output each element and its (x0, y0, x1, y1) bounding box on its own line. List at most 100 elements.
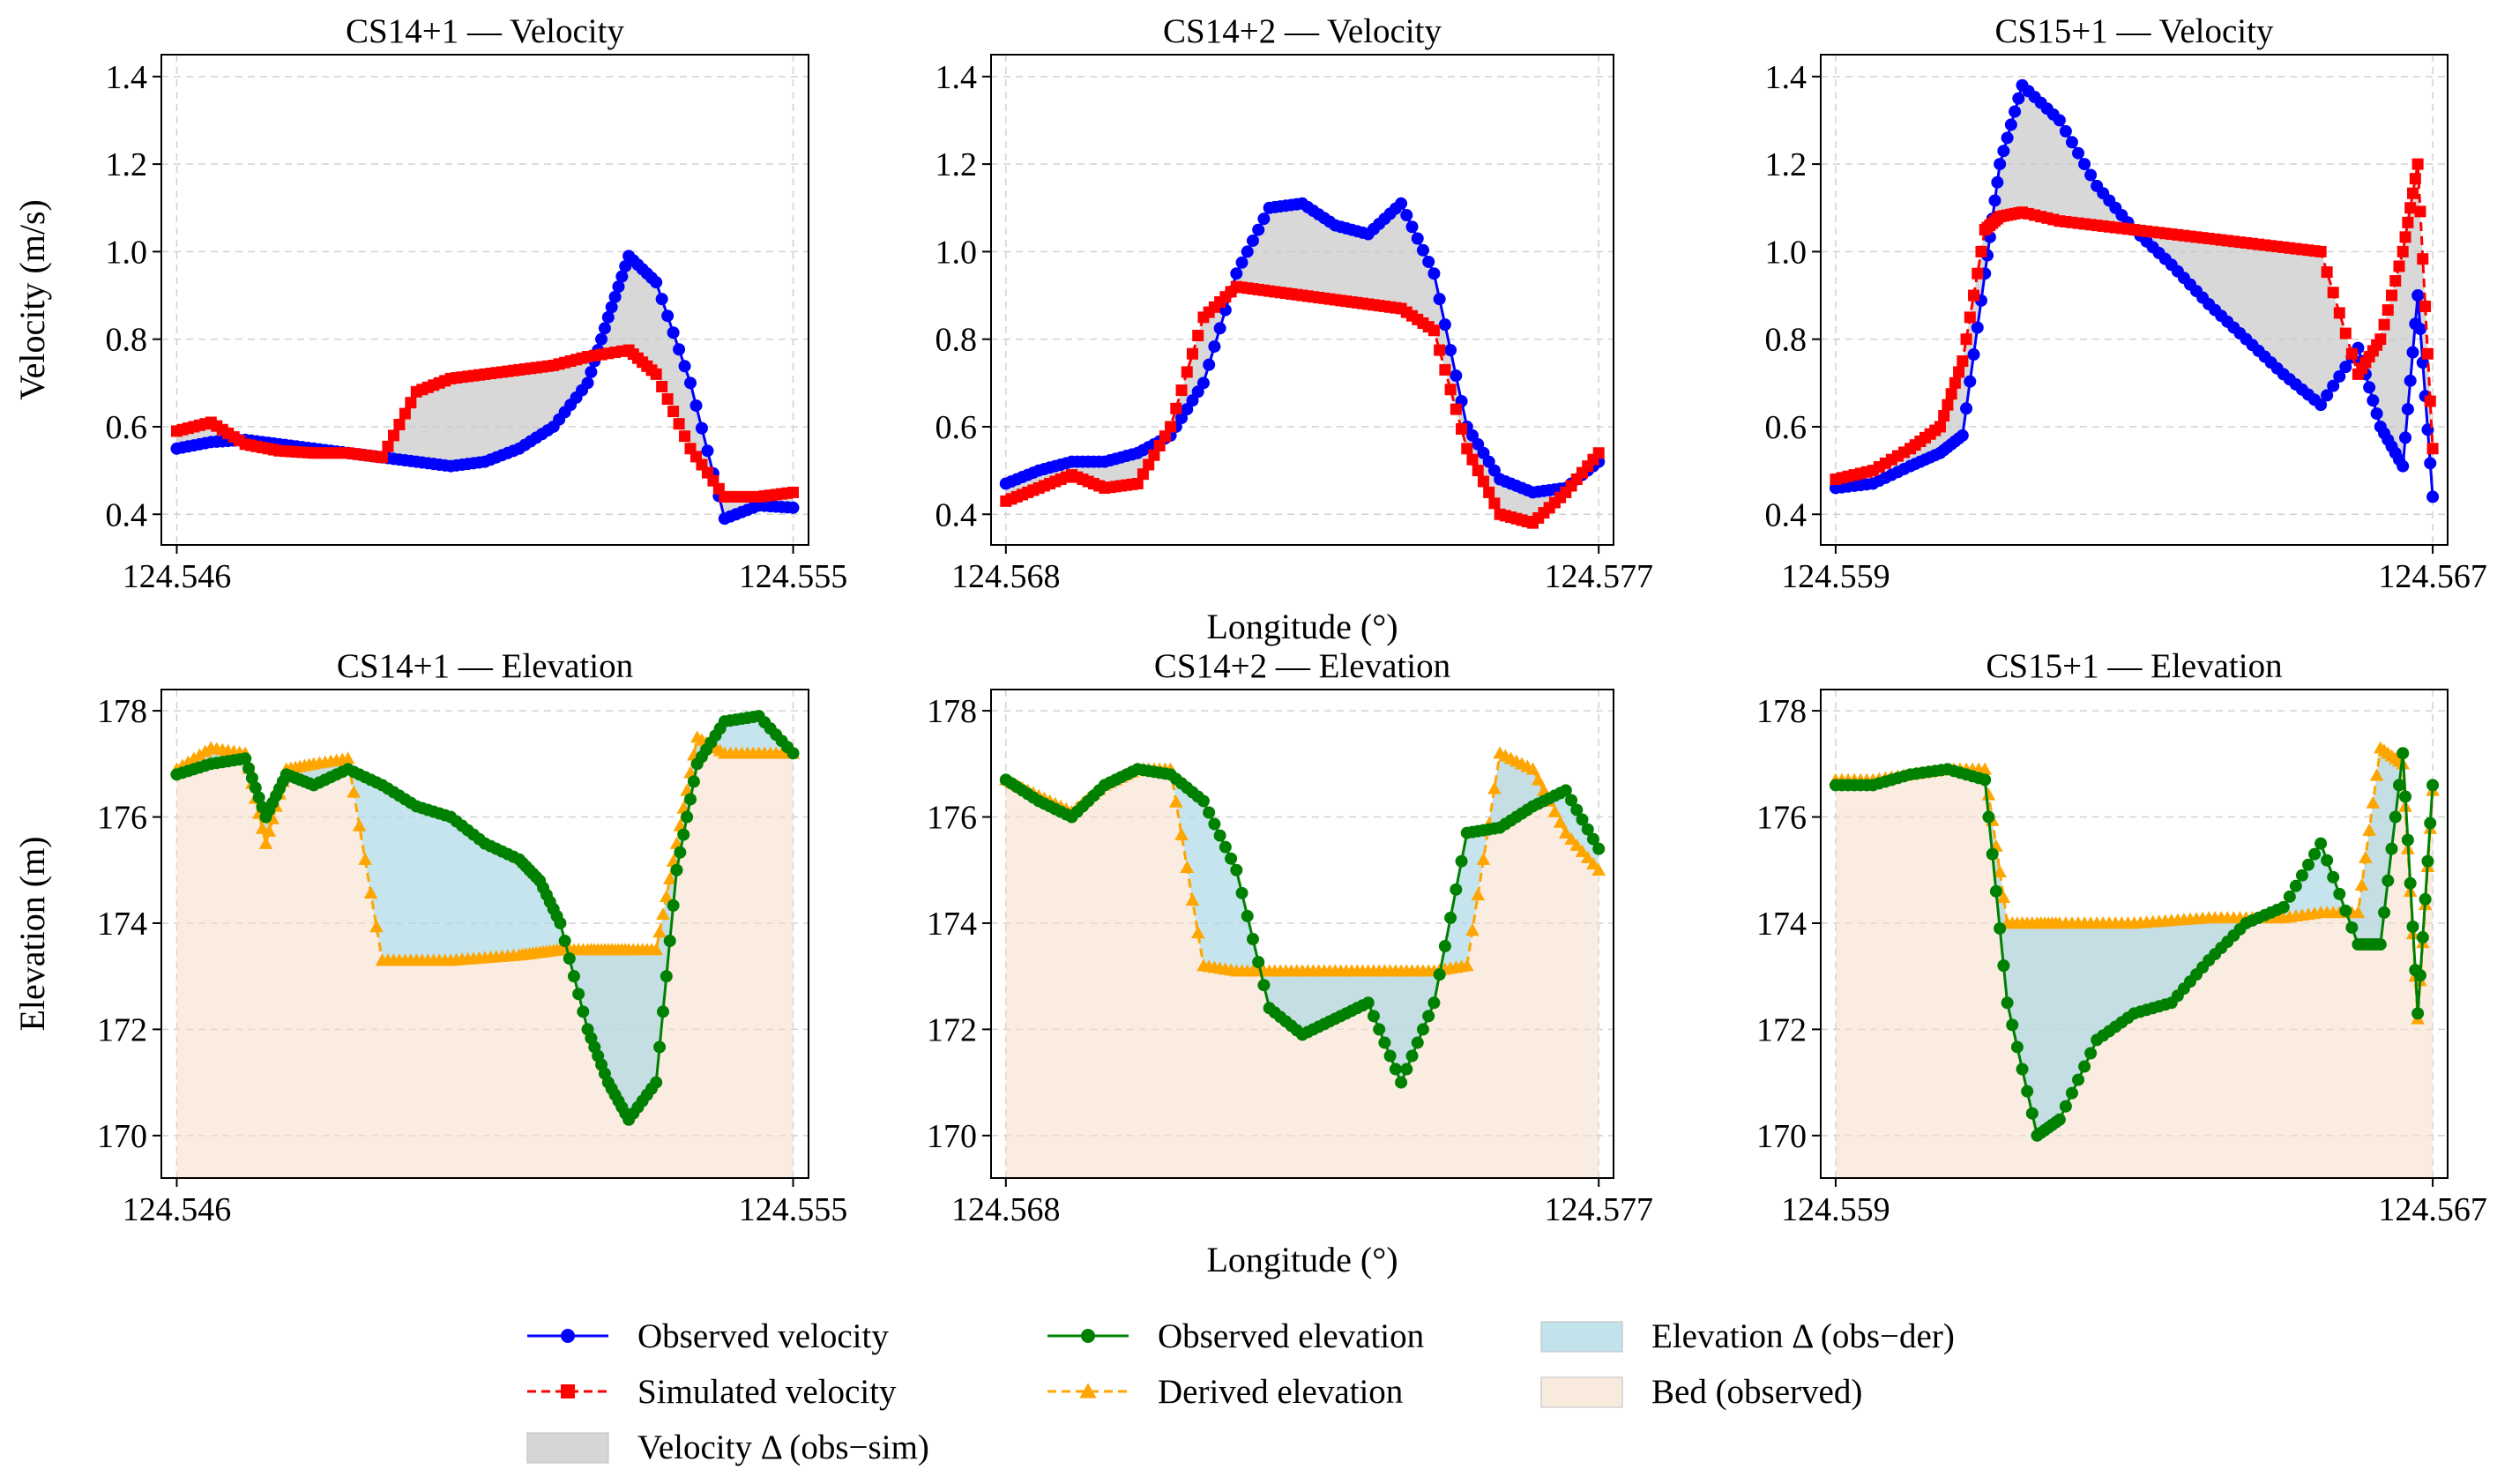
simulated-velocity-point (2374, 333, 2387, 346)
observed-elevation-point (660, 970, 673, 983)
derived-elevation-point (1586, 856, 1600, 869)
axes-frame (990, 689, 1614, 1179)
y-tick-label: 1.4 (106, 59, 148, 96)
observed-velocity-point (2059, 124, 2072, 138)
observed-elevation-point (1989, 884, 2002, 898)
simulated-velocity-point (1192, 330, 1204, 342)
legend: Observed velocity Simulated velocity Veloc… (526, 1317, 1955, 1466)
observed-velocity-point (2012, 92, 2025, 105)
observed-elevation-point (2419, 892, 2432, 906)
derived-elevation-point (1465, 923, 1480, 936)
legend-patch (526, 1432, 609, 1464)
plot-area (1829, 741, 2440, 1178)
simulated-velocity-point (2404, 202, 2417, 214)
derived-elevation-point (1169, 794, 1183, 808)
simulated-velocity-point (2378, 318, 2390, 331)
observed-elevation-point (1219, 840, 1232, 854)
y-tick-label: 0.8 (935, 322, 978, 359)
legend-marker (561, 1329, 575, 1343)
chart-panel-5: 170 172 174 176 178 124.568 124.577 CS14+2 — El… (927, 647, 1653, 1279)
simulated-velocity-point (2393, 260, 2405, 272)
chart-title: CS14+1 — Velocity (346, 12, 624, 50)
observed-elevation-point (249, 781, 262, 794)
observed-elevation-point (2277, 900, 2290, 914)
x-tick-label: 124.555 (739, 558, 848, 595)
observed-velocity-point (2426, 490, 2440, 503)
observed-velocity-point (1438, 318, 1451, 332)
derived-elevation-point (369, 920, 384, 933)
axes-frame (990, 54, 1614, 546)
simulated-velocity-point (1450, 403, 1462, 415)
axes-frame (160, 689, 809, 1179)
chart-title: CS14+2 — Velocity (1163, 12, 1442, 50)
observed-velocity-point (2370, 407, 2383, 421)
simulated-velocity-point (1444, 384, 1457, 396)
simulated-velocity-point (2426, 443, 2439, 455)
observed-elevation-point (1208, 817, 1221, 831)
simulated-velocity-point (1153, 439, 1166, 451)
legend-item-bed-observed: Bed (observed) (1540, 1373, 1862, 1411)
derived-elevation-point (1471, 888, 1486, 901)
derived-elevation-markers (169, 730, 801, 966)
observed-elevation-point (1400, 1063, 1413, 1076)
observed-elevation-point (674, 846, 687, 859)
observed-elevation-point (1203, 806, 1216, 819)
simulated-velocity-point (1934, 421, 1946, 433)
simulated-velocity-markers (1000, 280, 1605, 529)
derived-elevation-point (1981, 787, 1996, 801)
y-tick-label: 170 (1756, 1118, 1807, 1155)
chart-panel-6: 170 172 174 176 178 124.559 124.567 CS15+1 — El… (1756, 647, 2487, 1228)
observed-velocity-point (615, 270, 629, 283)
observed-velocity-point (2053, 114, 2066, 127)
derived-elevation-point (1591, 862, 1606, 876)
observed-elevation-markers (170, 710, 800, 1126)
x-axis-label: Longitude (°) (1206, 607, 1398, 646)
legend-label: Observed elevation (1158, 1317, 1424, 1355)
simulated-velocity-point (661, 393, 674, 406)
observed-elevation-point (1994, 921, 2007, 935)
observed-elevation-point (1405, 1049, 1419, 1063)
y-tick-label: 174 (1756, 906, 1807, 943)
observed-elevation-point (567, 970, 580, 983)
derived-elevation-point (662, 871, 677, 885)
derived-elevation-point (1580, 850, 1595, 863)
observed-elevation-point (2295, 869, 2308, 882)
observed-velocity-point (2339, 361, 2352, 374)
velocity-obs-sim-fill (1835, 85, 2434, 497)
observed-velocity-point (1213, 322, 1226, 335)
simulated-velocity-point (1137, 468, 1149, 481)
observed-velocity-point (1960, 402, 1973, 415)
observed-elevation-point (2404, 876, 2417, 890)
observed-velocity-point (701, 444, 714, 458)
observed-velocity-point (1241, 245, 1254, 258)
observed-elevation-point (2001, 996, 2014, 1010)
derived-elevation-point (187, 751, 201, 764)
derived-elevation-point (1575, 844, 1590, 857)
observed-elevation-point (1235, 886, 1249, 899)
observed-velocity-point (1400, 209, 1413, 222)
observed-velocity-point (1395, 197, 1408, 210)
observed-elevation-point (252, 791, 265, 804)
y-tick-label: 1.4 (1765, 59, 1808, 96)
simulated-velocity-point (376, 451, 388, 464)
observed-velocity-point (1257, 213, 1271, 226)
y-tick-label: 0.8 (1765, 322, 1808, 359)
simulated-velocity-point (2421, 347, 2434, 360)
observed-elevation-point (656, 1005, 669, 1018)
y-tick-label: 176 (1756, 800, 1807, 837)
y-tick-label: 172 (97, 1011, 147, 1048)
simulated-velocity-point (1466, 453, 1479, 466)
observed-elevation-point (1213, 829, 1226, 842)
observed-velocity-point (1994, 158, 2007, 171)
observed-elevation-point (2084, 1047, 2098, 1060)
simulated-velocity-point (2345, 347, 2358, 360)
legend-label: Velocity Δ (obs−sim) (637, 1428, 929, 1466)
derived-elevation-point (1564, 831, 1578, 845)
plot-area (999, 746, 1606, 1178)
observed-velocity-point (608, 290, 622, 303)
observed-velocity-point (1208, 339, 1221, 353)
simulated-velocity-point (1472, 465, 1484, 477)
derived-elevation-point (1569, 838, 1584, 851)
simulated-velocity-point (1170, 402, 1182, 414)
elevation-obs-der-fill (1005, 753, 1599, 1083)
